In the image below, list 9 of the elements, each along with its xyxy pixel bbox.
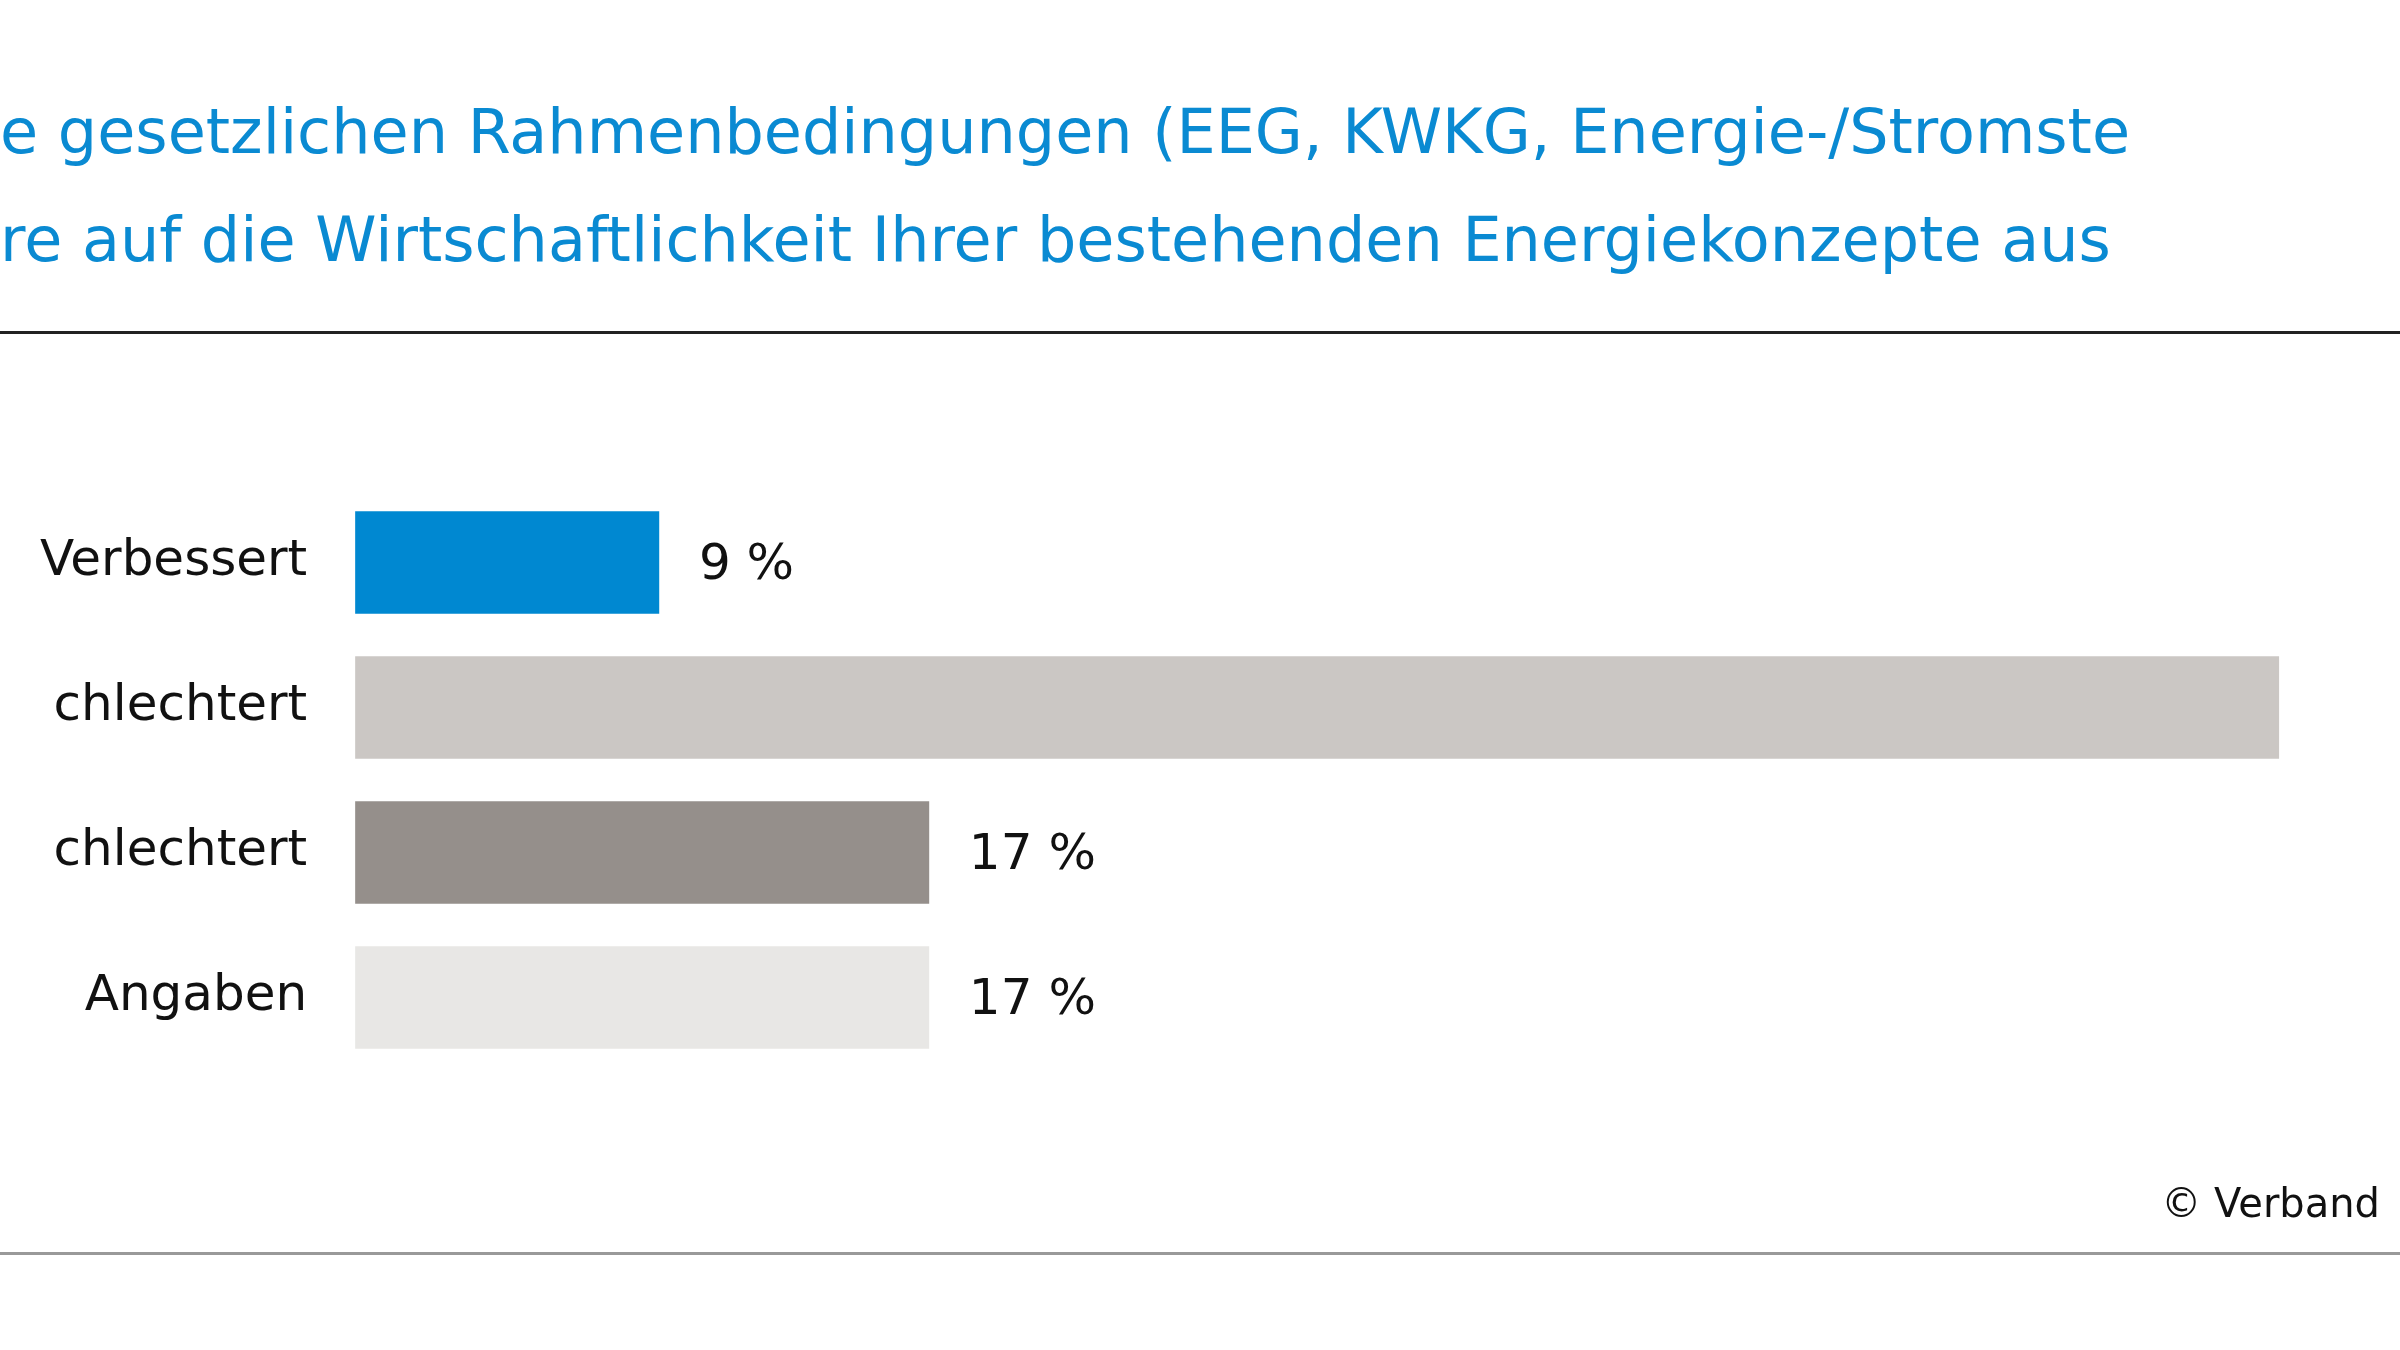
y-tick-label: Angaben [84, 964, 308, 1023]
y-tick-label: Verbessert [39, 529, 308, 588]
chart-title: e gesetzlichen Rahmenbedingungen (EEG, KWKG, Energie-/Stromste re auf die Wirtschaftlichkeit Ihrer bestehenden Energiekonzepte aus [0, 94, 2132, 278]
text: © Verband [2161, 1180, 2380, 1226]
data-label: 17 % [968, 823, 1096, 882]
y-tick-label: chlechtert [53, 819, 308, 878]
y-tick-label: chlechtert [53, 674, 308, 733]
data-label: 9 % [698, 533, 795, 592]
data-label: 17 % [968, 968, 1096, 1027]
